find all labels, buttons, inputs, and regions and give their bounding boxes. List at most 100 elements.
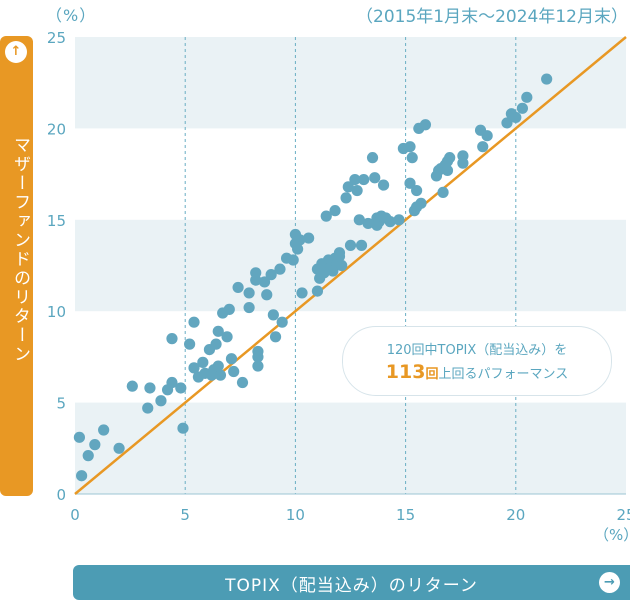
data-point [366, 152, 379, 164]
data-point [269, 331, 282, 343]
y-axis-title-bar: ↑ マザーファンドのリターン [0, 36, 33, 496]
x-tick-labels: 0 5 10 15 20 25 [70, 506, 630, 524]
data-point [415, 197, 427, 209]
scatter-chart: 0 5 10 15 20 25 0 5 10 15 20 25 [47, 29, 630, 524]
data-point [113, 442, 125, 454]
data-point [197, 356, 209, 368]
data-point [166, 376, 178, 389]
x-axis-unit: （%） [594, 526, 630, 544]
data-point [177, 422, 189, 434]
data-point [155, 395, 167, 407]
data-point [303, 232, 315, 244]
callout-line1: 120回中TOPIX（配当込み）を [386, 343, 568, 358]
arrow-up-icon: ↑ [5, 41, 27, 63]
data-point [212, 360, 224, 372]
data-point [73, 431, 86, 443]
band [75, 402, 626, 494]
data-point [377, 179, 390, 191]
data-point [184, 338, 196, 350]
performance-callout: 120回中TOPIX（配当込み）を 113回上回るパフォーマンス [342, 326, 612, 396]
data-point [411, 184, 423, 197]
y-axis-unit: （%） [46, 6, 97, 25]
data-point [225, 353, 238, 365]
data-point [477, 141, 489, 153]
y-tick-labels: 0 5 10 15 20 25 [47, 29, 66, 504]
data-point [144, 382, 156, 394]
data-point [223, 303, 235, 315]
y-axis-title: マザーファンドのリターン [10, 136, 30, 364]
data-point [243, 287, 255, 299]
callout-rest: 上回るパフォーマンス [438, 367, 569, 382]
data-point [265, 269, 277, 281]
x-tick-label: 25 [616, 506, 630, 524]
vertical-gridlines [184, 37, 517, 494]
data-point [510, 111, 522, 124]
data-point [274, 263, 286, 275]
data-point [437, 186, 449, 198]
data-point [214, 369, 227, 381]
data-point [501, 117, 513, 129]
data-point [384, 216, 396, 228]
data-point [228, 365, 240, 378]
data-point [393, 214, 405, 226]
callout-line2: 113回上回るパフォーマンス [343, 361, 611, 383]
data-point [250, 274, 262, 286]
data-point [342, 181, 354, 193]
data-point [252, 360, 264, 372]
data-point [336, 259, 348, 272]
data-point [175, 382, 187, 394]
data-point [166, 333, 178, 345]
data-point [457, 150, 469, 162]
data-point [126, 380, 138, 392]
arrow-right-icon: → [599, 572, 620, 593]
data-point [406, 152, 418, 164]
data-point [369, 172, 381, 184]
x-tick-label: 15 [396, 506, 415, 524]
data-point [243, 301, 255, 314]
y-tick-label: 5 [56, 395, 66, 413]
data-point [267, 309, 279, 321]
x-axis-title: TOPIX（配当込み）のリターン [225, 576, 478, 596]
data-point [344, 239, 357, 251]
data-point [358, 173, 370, 186]
callout-number: 113 [385, 361, 426, 383]
data-point [294, 234, 306, 246]
x-tick-label: 0 [70, 506, 80, 524]
data-point [404, 177, 416, 189]
callout-count-unit: 回 [425, 367, 439, 382]
data-point [76, 470, 88, 482]
data-point [311, 285, 324, 297]
reference-line-group [74, 36, 627, 495]
x-tick-label: 20 [506, 506, 525, 524]
data-points [73, 73, 553, 482]
data-point [362, 217, 374, 230]
data-point [349, 173, 361, 186]
x-axis-title-bar: TOPIX（配当込み）のリターン → [73, 565, 630, 600]
data-point [541, 73, 553, 85]
data-point [353, 214, 365, 226]
data-point [481, 130, 493, 142]
data-point [516, 102, 529, 114]
data-point [521, 91, 533, 103]
data-point [82, 450, 94, 462]
data-point [236, 376, 249, 389]
data-point [142, 402, 154, 414]
reference-line [74, 36, 627, 495]
data-point [221, 331, 233, 343]
data-point [188, 316, 200, 328]
data-point [89, 439, 101, 451]
y-tick-label: 15 [47, 212, 66, 230]
y-tick-label: 10 [47, 303, 66, 321]
data-point [441, 164, 454, 177]
data-point [333, 250, 346, 262]
y-tick-label: 20 [47, 120, 66, 138]
data-point [287, 254, 299, 266]
data-point [210, 338, 222, 350]
data-point [212, 325, 224, 337]
data-point [292, 243, 304, 255]
data-point [444, 152, 456, 164]
data-point [276, 316, 288, 328]
period-label: （2015年1月末～2024年12月末） [356, 7, 628, 27]
data-point [329, 205, 341, 217]
data-point [261, 289, 273, 301]
